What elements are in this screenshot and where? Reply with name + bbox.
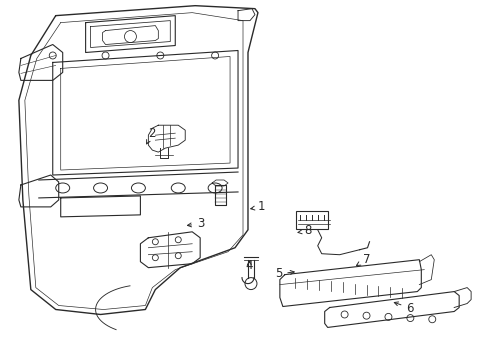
Circle shape [406,315,413,321]
Text: 5: 5 [274,267,294,280]
Circle shape [152,255,158,261]
Circle shape [175,237,181,243]
Ellipse shape [208,183,222,193]
Circle shape [384,314,391,320]
Bar [295,211,327,229]
Text: 6: 6 [393,302,413,315]
Circle shape [157,52,163,59]
Text: 1: 1 [250,201,265,213]
Text: 8: 8 [297,224,311,238]
Circle shape [428,316,435,323]
Ellipse shape [93,183,107,193]
Text: 2: 2 [146,127,155,144]
Circle shape [175,253,181,259]
Text: 4: 4 [245,259,253,272]
Text: 3: 3 [187,217,204,230]
Circle shape [244,278,256,289]
Circle shape [102,52,109,59]
Circle shape [341,311,347,318]
Circle shape [362,312,369,319]
Ellipse shape [56,183,69,193]
Circle shape [49,52,56,59]
Circle shape [152,239,158,245]
Circle shape [124,31,136,42]
Ellipse shape [171,183,185,193]
Ellipse shape [131,183,145,193]
Text: 7: 7 [356,253,369,266]
Circle shape [211,52,218,59]
